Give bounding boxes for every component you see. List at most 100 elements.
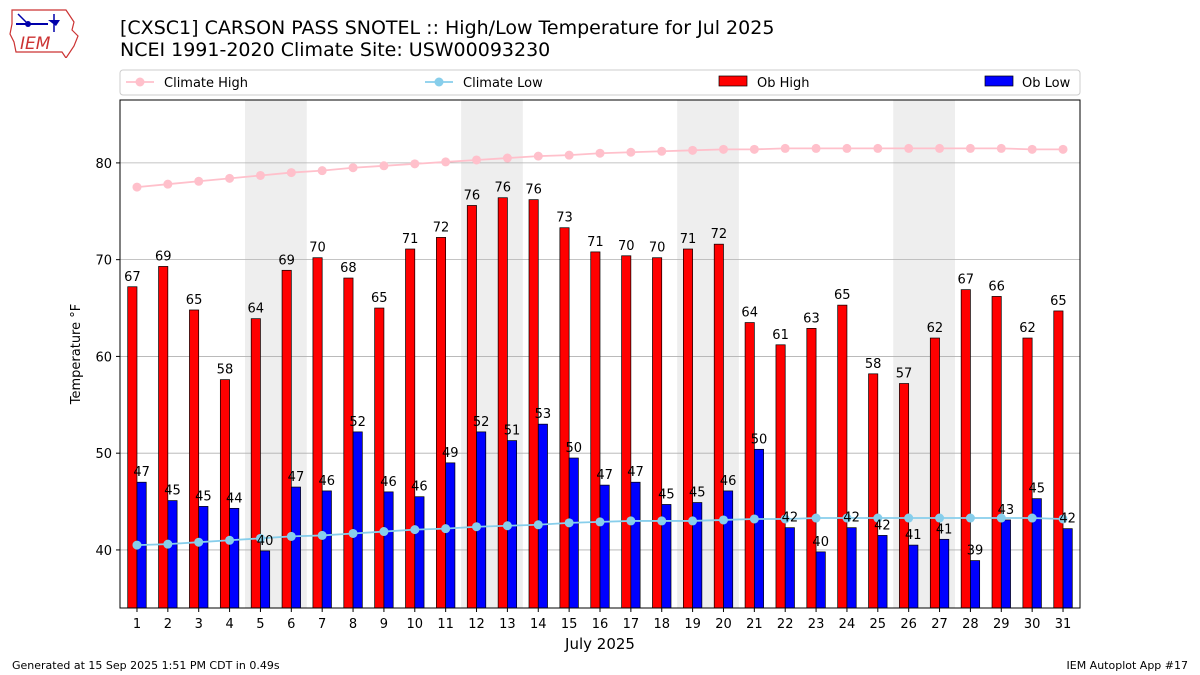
climate-low-point	[441, 524, 451, 534]
x-tick-label: 26	[900, 617, 917, 632]
ob-high-bar	[436, 237, 447, 609]
ob-low-bar	[908, 544, 919, 609]
ob-low-value-label: 45	[689, 486, 706, 501]
ob-low-value-label: 50	[751, 432, 768, 447]
ob-low-bar	[815, 551, 826, 609]
climate-high-point	[595, 148, 605, 158]
ob-low-bar	[723, 490, 734, 609]
ob-low-bar	[1000, 519, 1011, 609]
ob-low-value-label: 45	[164, 484, 181, 499]
chart-title: [CXSC1] CARSON PASS SNOTEL :: High/Low T…	[120, 17, 774, 61]
ob-low-bar	[198, 506, 209, 609]
ob-high-value-label: 66	[988, 279, 1005, 294]
ob-low-value-label: 45	[1029, 482, 1046, 497]
climate-low-point	[626, 516, 636, 526]
climate-high-point	[255, 170, 265, 180]
ob-high-value-label: 73	[556, 211, 573, 226]
ob-low-value-label: 47	[596, 468, 613, 483]
ob-low-value-label: 46	[319, 474, 336, 489]
climate-low-point	[255, 533, 265, 543]
ob-high-value-label: 62	[927, 321, 944, 336]
ob-high-value-label: 62	[1019, 321, 1036, 336]
ob-low-value-label: 46	[380, 475, 397, 490]
x-tick-label: 12	[468, 617, 485, 632]
ob-high-value-label: 57	[896, 367, 913, 382]
climate-high-point	[379, 161, 389, 171]
climate-low-point	[904, 513, 914, 523]
iem-logo: IEM	[8, 6, 80, 60]
climate-low-point	[996, 513, 1006, 523]
ob-low-value-label: 47	[627, 465, 644, 480]
ob-low-bar	[167, 500, 178, 609]
ob-low-value-label: 52	[473, 415, 490, 430]
x-tick-label: 8	[349, 617, 357, 632]
x-tick-label: 16	[592, 617, 609, 632]
y-axis-label: Temperature °F	[69, 304, 84, 405]
ob-low-bar	[229, 507, 240, 609]
ob-high-value-label: 65	[1050, 294, 1067, 309]
ob-high-bar	[466, 205, 477, 609]
chart-title-line-2: NCEI 1991-2020 Climate Site: USW00093230	[120, 39, 551, 61]
ob-low-value-label: 53	[535, 407, 552, 422]
climate-low-point	[194, 537, 204, 547]
ob-low-value-label: 41	[936, 522, 953, 537]
ob-high-bar	[929, 337, 940, 609]
x-tick-label: 14	[530, 617, 547, 632]
climate-high-point	[132, 182, 142, 192]
climate-high-point	[1058, 144, 1068, 154]
ob-low-bar	[877, 535, 888, 609]
climate-high-point	[286, 168, 296, 178]
x-tick-label: 17	[623, 617, 640, 632]
climate-high-point	[163, 179, 173, 189]
ob-low-bar	[1062, 528, 1073, 609]
climate-low-point	[657, 516, 667, 526]
climate-high-point	[194, 176, 204, 186]
x-tick-label: 5	[256, 617, 264, 632]
climate-high-point	[348, 163, 358, 173]
climate-high-point	[626, 147, 636, 157]
climate-low-point	[688, 516, 698, 526]
climate-low-point	[811, 513, 821, 523]
climate-low-point	[965, 513, 975, 523]
ob-high-bar	[868, 373, 879, 609]
y-tick-label: 50	[95, 447, 112, 462]
footer-app-id: IEM Autoplot App #17	[1066, 659, 1189, 672]
ob-low-value-label: 52	[349, 415, 366, 430]
climate-high-point	[472, 155, 482, 165]
ob-high-value-label: 64	[248, 302, 265, 317]
ob-low-bar	[970, 560, 981, 609]
ob-high-bar	[652, 257, 663, 609]
ob-high-bar	[281, 269, 292, 609]
ob-low-value-label: 47	[133, 465, 150, 480]
x-tick-label: 19	[684, 617, 701, 632]
ob-high-bar	[744, 322, 755, 609]
x-tick-label: 15	[561, 617, 578, 632]
y-tick-label: 60	[95, 350, 112, 365]
ob-high-value-label: 76	[525, 183, 542, 198]
climate-low-point	[564, 518, 574, 528]
ob-low-bar	[568, 457, 579, 609]
ob-high-bar	[899, 383, 910, 609]
climate-low-point	[1058, 514, 1068, 524]
ob-high-value-label: 65	[186, 293, 203, 308]
ob-low-value-label: 44	[226, 491, 243, 506]
ob-high-value-label: 71	[587, 235, 604, 250]
ob-low-bar	[445, 462, 456, 609]
legend-ob-high-swatch	[718, 75, 748, 87]
ob-high-value-label: 68	[340, 261, 357, 276]
chart-title-line-1: [CXSC1] CARSON PASS SNOTEL :: High/Low T…	[120, 17, 775, 39]
climate-high-point	[1027, 144, 1037, 154]
ob-low-value-label: 39	[967, 544, 984, 559]
ob-high-bar	[991, 296, 1002, 609]
x-tick-label: 21	[746, 617, 763, 632]
ob-high-value-label: 65	[834, 288, 851, 303]
climate-low-point	[410, 525, 420, 535]
ob-high-value-label: 67	[124, 270, 141, 285]
x-tick-label: 2	[164, 617, 172, 632]
ob-high-value-label: 58	[865, 357, 882, 372]
x-tick-label: 29	[993, 617, 1010, 632]
x-tick-label: 10	[407, 617, 424, 632]
ob-low-bar	[784, 527, 795, 609]
x-tick-label: 25	[870, 617, 887, 632]
ob-low-bar	[290, 486, 301, 609]
